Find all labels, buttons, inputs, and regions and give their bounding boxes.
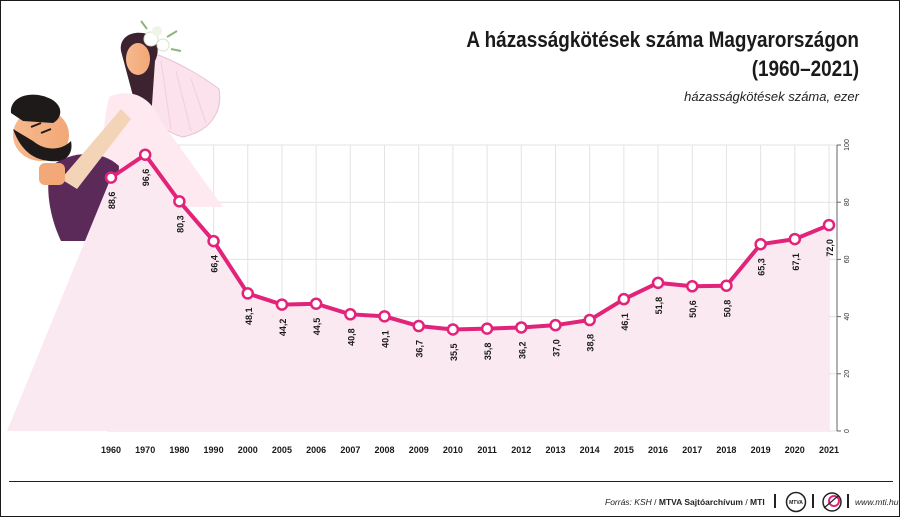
data-label: 35,5	[449, 343, 459, 361]
data-label: 66,4	[210, 255, 220, 273]
data-label: 36,2	[517, 341, 527, 359]
data-label: 67,1	[791, 253, 801, 271]
line-chart: 88,6 96,6 80,3 66,4 48,1 44,2 44,5 40,8 40,1 36,7…	[7, 20, 851, 455]
data-label: 40,8	[346, 328, 356, 346]
x-tick-label: 2019	[751, 445, 771, 455]
data-label: 38,8	[586, 334, 596, 352]
x-tick-label: 2006	[306, 445, 326, 455]
data-label: 51,8	[654, 297, 664, 315]
data-label: 80,3	[175, 215, 185, 233]
data-label: 65,3	[757, 258, 767, 276]
chart-markers	[104, 148, 836, 336]
data-point	[480, 322, 494, 335]
x-tick-label: 2008	[375, 445, 395, 455]
x-tick-label: 2011	[477, 445, 497, 455]
y-tick-label: 40	[844, 313, 851, 321]
x-tick-label: 2010	[443, 445, 463, 455]
wedding-couple-illustration	[10, 20, 223, 241]
x-tick-label: 2014	[580, 445, 600, 455]
data-label: 40,1	[381, 330, 391, 348]
credit-mtva: MTVA Sajtóarchívum	[658, 497, 743, 507]
y-tick-label: 20	[844, 370, 851, 378]
source-label: Forrás: KSH	[605, 497, 652, 507]
data-point	[754, 237, 767, 251]
x-tick-label: 2017	[682, 445, 702, 455]
data-point	[412, 319, 425, 333]
chart-line	[109, 152, 830, 332]
data-point	[138, 148, 152, 161]
x-tick-label: 2012	[511, 445, 531, 455]
data-label: 36,7	[415, 340, 425, 358]
data-label: 50,6	[688, 300, 698, 318]
footer-divider	[9, 481, 893, 482]
x-tick-label: 2015	[614, 445, 634, 455]
x-tick-label: 2009	[409, 445, 429, 455]
chart-subtitle: házasságkötések száma, ezer	[684, 89, 859, 104]
chart-x-tick-labels: 1960 1970 1980 1990 2000 2005 2006 2007 2008 2009…	[101, 445, 839, 455]
footer-separator	[847, 494, 849, 508]
chart-y-tick-labels: 0 20 40 60 80 100	[844, 139, 851, 433]
data-label: 46,1	[620, 313, 630, 331]
data-label: 44,2	[278, 319, 288, 337]
x-tick-label: 2005	[272, 445, 292, 455]
data-point	[788, 232, 802, 246]
x-tick-label: 2007	[340, 445, 360, 455]
x-tick-label: 2016	[648, 445, 668, 455]
data-point	[207, 234, 220, 248]
data-label: 37,0	[551, 339, 561, 357]
x-tick-label: 2021	[819, 445, 839, 455]
data-label: 88,6	[107, 192, 117, 210]
y-tick-label: 80	[844, 198, 851, 206]
website-link[interactable]: www.mti.hu	[855, 497, 899, 507]
data-label: 48,1	[244, 307, 254, 325]
data-point	[515, 321, 528, 334]
footer-separator	[812, 494, 814, 508]
chart-value-labels: 88,6 96,6 80,3 66,4 48,1 44,2 44,5 40,8 40,1 36,7…	[107, 169, 835, 361]
data-point	[378, 310, 391, 323]
mtva-logo-icon: MTVA	[785, 491, 807, 513]
x-tick-label: 2018	[716, 445, 736, 455]
footer: Forrás: KSH / MTVA Sajtóarchívum / MTI M…	[1, 481, 899, 516]
data-point	[720, 279, 733, 292]
x-tick-label: 2020	[785, 445, 805, 455]
x-tick-label: 1970	[135, 445, 155, 455]
y-tick-label: 60	[844, 255, 851, 263]
data-point	[822, 218, 836, 232]
data-label: 35,8	[483, 343, 493, 361]
y-tick-label: 0	[844, 429, 851, 433]
data-point	[549, 318, 562, 332]
source-line: Forrás: KSH / MTVA Sajtóarchívum / MTI	[605, 497, 765, 507]
data-point	[617, 292, 631, 306]
data-point	[583, 313, 596, 327]
data-point	[275, 298, 289, 311]
data-point	[446, 323, 460, 336]
x-tick-label: 1960	[101, 445, 121, 455]
data-label: 50,8	[722, 300, 732, 318]
mti-logo-icon	[822, 492, 842, 512]
x-tick-label: 2013	[545, 445, 565, 455]
credit-mti: MTI	[750, 497, 765, 507]
x-tick-label: 1990	[204, 445, 224, 455]
x-tick-label: 2000	[238, 445, 258, 455]
footer-separator	[774, 494, 776, 508]
x-tick-label: 1980	[169, 445, 189, 455]
data-point	[104, 171, 118, 184]
y-tick-label: 100	[844, 139, 851, 151]
data-label: 96,6	[141, 169, 151, 187]
data-point	[685, 280, 699, 293]
data-label: 72,0	[825, 239, 835, 257]
data-label: 44,5	[312, 318, 322, 336]
chart-title: A házasságkötések száma Magyarországon (…	[466, 27, 859, 81]
chart-area-fill	[7, 154, 829, 431]
data-point	[173, 195, 186, 208]
svg-text:MTVA: MTVA	[789, 500, 803, 506]
data-point	[651, 276, 665, 290]
data-point	[241, 287, 255, 300]
data-point	[344, 308, 357, 321]
data-point	[309, 297, 323, 310]
